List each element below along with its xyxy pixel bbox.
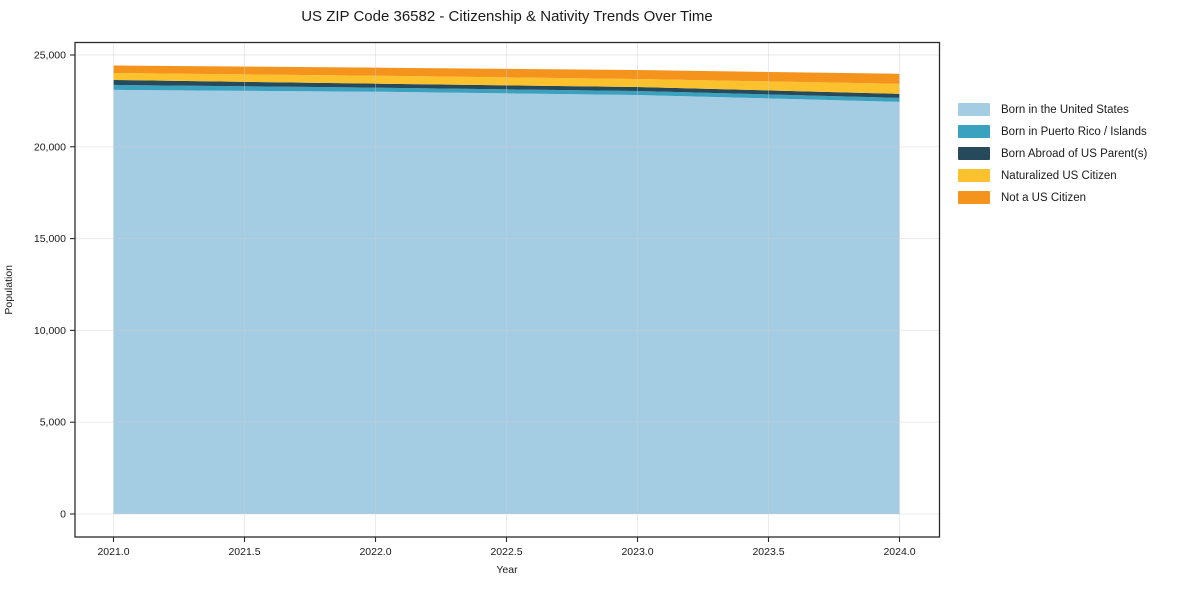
x-tick-label: 2021.0 <box>97 546 129 558</box>
y-tick-label: 0 <box>60 509 66 521</box>
y-tick-label: 20,000 <box>34 141 66 153</box>
x-tick-label: 2021.5 <box>228 546 260 558</box>
legend-item: Born in Puerto Rico / Islands <box>958 125 1147 138</box>
y-tick-label: 5,000 <box>40 417 66 429</box>
area-series-2 <box>113 79 900 98</box>
area-series-3 <box>113 72 900 94</box>
legend-swatch <box>958 125 990 138</box>
legend-item: Born in the United States <box>958 103 1147 116</box>
x-tick-label: 2024.0 <box>883 546 915 558</box>
legend-swatch <box>958 191 990 204</box>
legend-label: Not a US Citizen <box>1001 191 1087 204</box>
y-axis-label-wrap: Population <box>3 42 15 537</box>
legend-label: Naturalized US Citizen <box>1001 169 1117 182</box>
legend-swatch <box>958 147 990 160</box>
area-series-1 <box>113 84 900 102</box>
legend-label: Born in Puerto Rico / Islands <box>1001 125 1147 138</box>
legend-swatch <box>958 169 990 182</box>
plot-border <box>74 41 941 538</box>
legend-swatch <box>958 103 990 116</box>
legend-item: Naturalized US Citizen <box>958 169 1147 182</box>
chart-title: US ZIP Code 36582 - Citizenship & Nativi… <box>301 8 713 25</box>
x-tick-label: 2022.5 <box>490 546 522 558</box>
x-tick-label: 2023.5 <box>752 546 784 558</box>
x-axis-label: Year <box>496 564 518 576</box>
y-tick-label: 25,000 <box>34 50 66 62</box>
legend-label: Born in the United States <box>1001 103 1129 116</box>
legend-label: Born Abroad of US Parent(s) <box>1001 147 1148 160</box>
x-tick-label: 2023.0 <box>621 546 653 558</box>
area-series-0 <box>113 89 900 514</box>
x-tick-label: 2022.0 <box>359 546 391 558</box>
y-axis-label: Population <box>3 264 15 315</box>
legend-item: Not a US Citizen <box>958 191 1147 204</box>
legend: Born in the United States Born in Puerto … <box>958 103 1147 204</box>
area-series-4 <box>113 65 900 84</box>
y-tick-label: 10,000 <box>34 325 66 337</box>
y-tick-label: 15,000 <box>34 233 66 245</box>
legend-item: Born Abroad of US Parent(s) <box>958 147 1147 160</box>
